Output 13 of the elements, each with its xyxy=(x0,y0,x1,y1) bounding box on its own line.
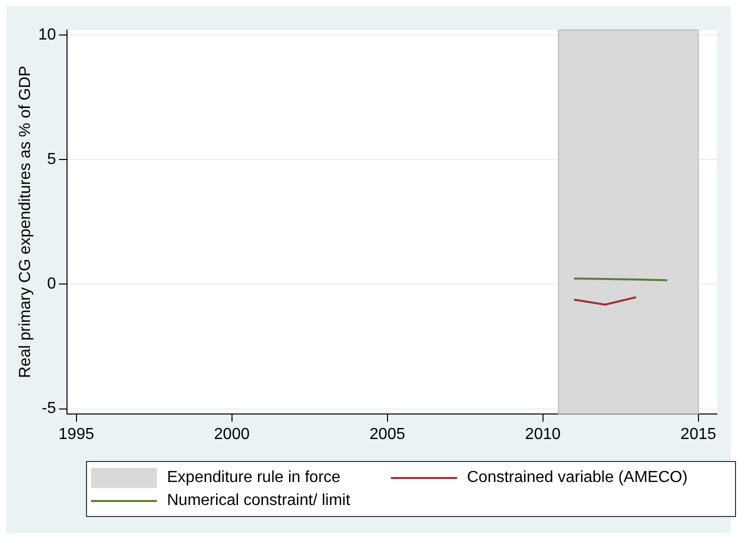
x-tick-label: 2005 xyxy=(370,426,406,443)
legend-label: Expenditure rule in force xyxy=(167,469,340,487)
y-tick-label: 5 xyxy=(47,151,56,168)
x-tick-label: 2000 xyxy=(214,426,250,443)
y-axis-title: Real primary CG expenditures as % of GDP xyxy=(17,66,34,378)
y-tick-label: -5 xyxy=(42,400,56,418)
legend-label: Constrained variable (AMECO) xyxy=(467,469,688,487)
x-tick-label: 2015 xyxy=(680,426,716,443)
y-tick-label: 10 xyxy=(38,26,56,44)
legend-label: Numerical constraint/ limit xyxy=(167,492,350,510)
y-tick-label: 0 xyxy=(47,276,56,293)
x-tick-label: 1995 xyxy=(58,426,94,443)
x-tick-label: 2010 xyxy=(525,426,561,443)
